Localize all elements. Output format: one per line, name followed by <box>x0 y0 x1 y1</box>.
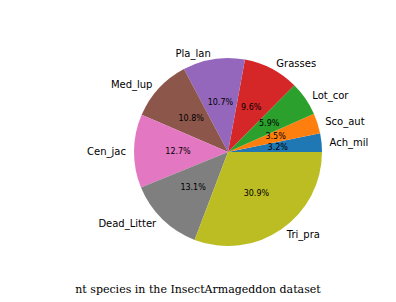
svg-text:13.1%: 13.1% <box>180 183 206 192</box>
svg-text:Tri_pra: Tri_pra <box>286 229 320 241</box>
svg-text:10.7%: 10.7% <box>208 98 234 107</box>
svg-text:3.2%: 3.2% <box>268 143 289 152</box>
svg-text:12.7%: 12.7% <box>165 147 191 156</box>
svg-text:10.8%: 10.8% <box>179 114 205 123</box>
svg-text:9.6%: 9.6% <box>241 103 262 112</box>
svg-text:Med_lup: Med_lup <box>111 79 153 91</box>
svg-text:Pla_lan: Pla_lan <box>176 48 211 60</box>
svg-text:Grasses: Grasses <box>276 58 316 69</box>
svg-text:Cen_jac: Cen_jac <box>87 146 126 158</box>
svg-text:Lot_cor: Lot_cor <box>312 90 349 102</box>
svg-text:30.9%: 30.9% <box>244 189 270 198</box>
svg-text:Dead_Litter: Dead_Litter <box>98 218 157 230</box>
svg-text:nt species in the InsectArmage: nt species in the InsectArmageddon datas… <box>75 283 321 296</box>
svg-text:Sco_aut: Sco_aut <box>325 116 364 128</box>
svg-text:5.9%: 5.9% <box>259 119 280 128</box>
svg-text:Ach_mil: Ach_mil <box>329 137 368 149</box>
svg-text:3.5%: 3.5% <box>265 132 286 141</box>
